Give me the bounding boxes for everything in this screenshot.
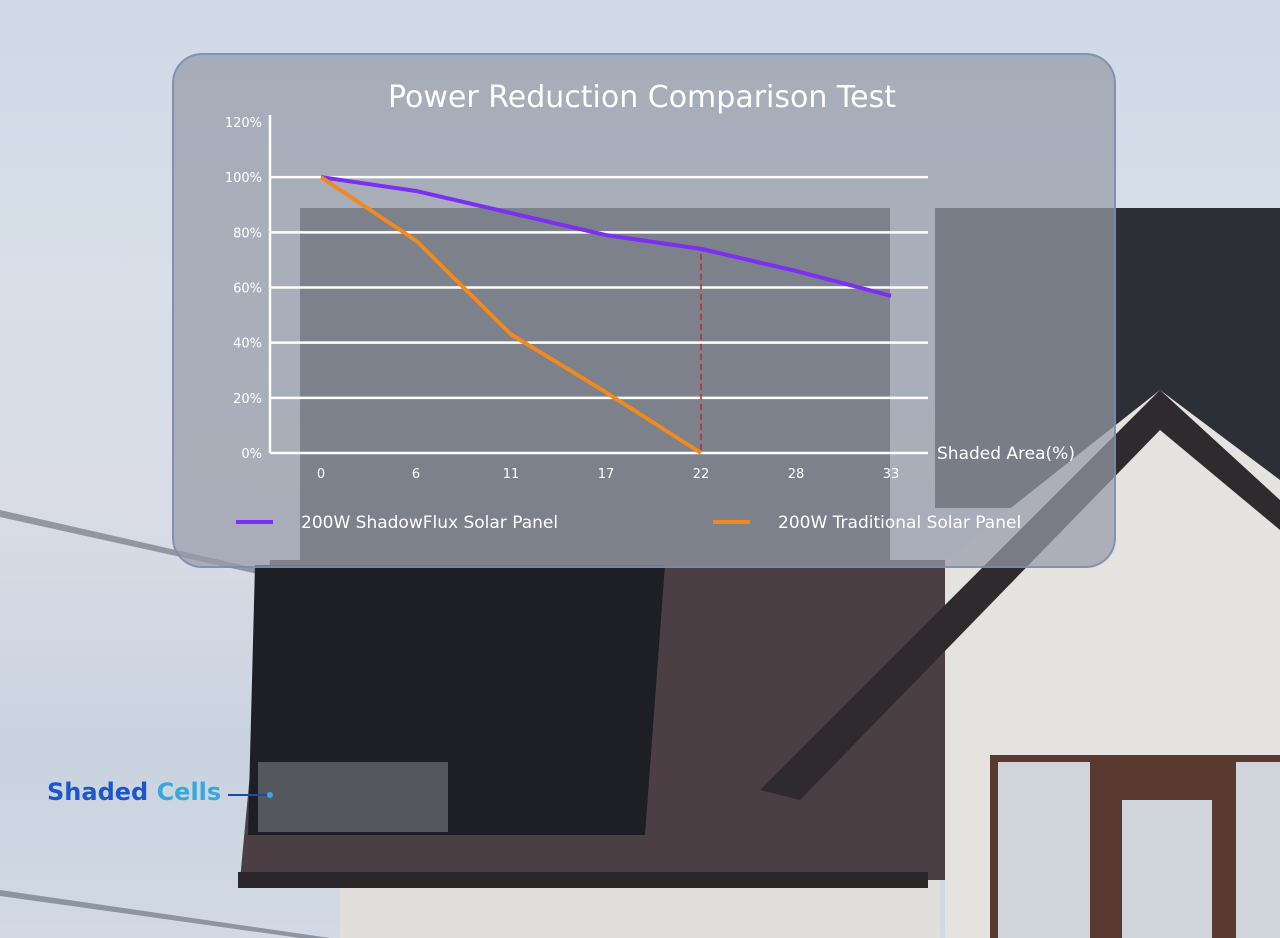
series-line-2 — [319, 175, 703, 455]
callout-word2: Cells — [156, 778, 222, 806]
chart-panel — [172, 53, 1116, 568]
y-tick-label: 0% — [241, 447, 262, 462]
x-tick-label: 33 — [883, 467, 900, 482]
x-axis-label: Shaded Area(%) — [937, 444, 1075, 464]
chart-title: Power Reduction Comparison Test — [388, 80, 896, 115]
callout-word1: Shaded — [47, 778, 149, 806]
y-tick-label: 40% — [233, 337, 262, 352]
y-tick-label: 100% — [225, 171, 262, 186]
y-tick-label: 60% — [233, 282, 262, 297]
x-tick-label: 11 — [503, 467, 520, 482]
x-tick-label: 17 — [598, 467, 615, 482]
legend-label: 200W Traditional Solar Panel — [778, 513, 1021, 533]
x-tick-label: 6 — [412, 467, 420, 482]
x-tick-label: 28 — [788, 467, 805, 482]
legend-label: 200W ShadowFlux Solar Panel — [301, 513, 558, 533]
y-tick-label: 80% — [233, 226, 262, 241]
x-tick-label: 0 — [317, 467, 325, 482]
y-tick-label: 120% — [225, 116, 262, 131]
y-tick-label: 20% — [233, 392, 262, 407]
x-tick-label: 22 — [693, 467, 710, 482]
shaded-cells-callout: Shaded Cells — [47, 778, 221, 806]
